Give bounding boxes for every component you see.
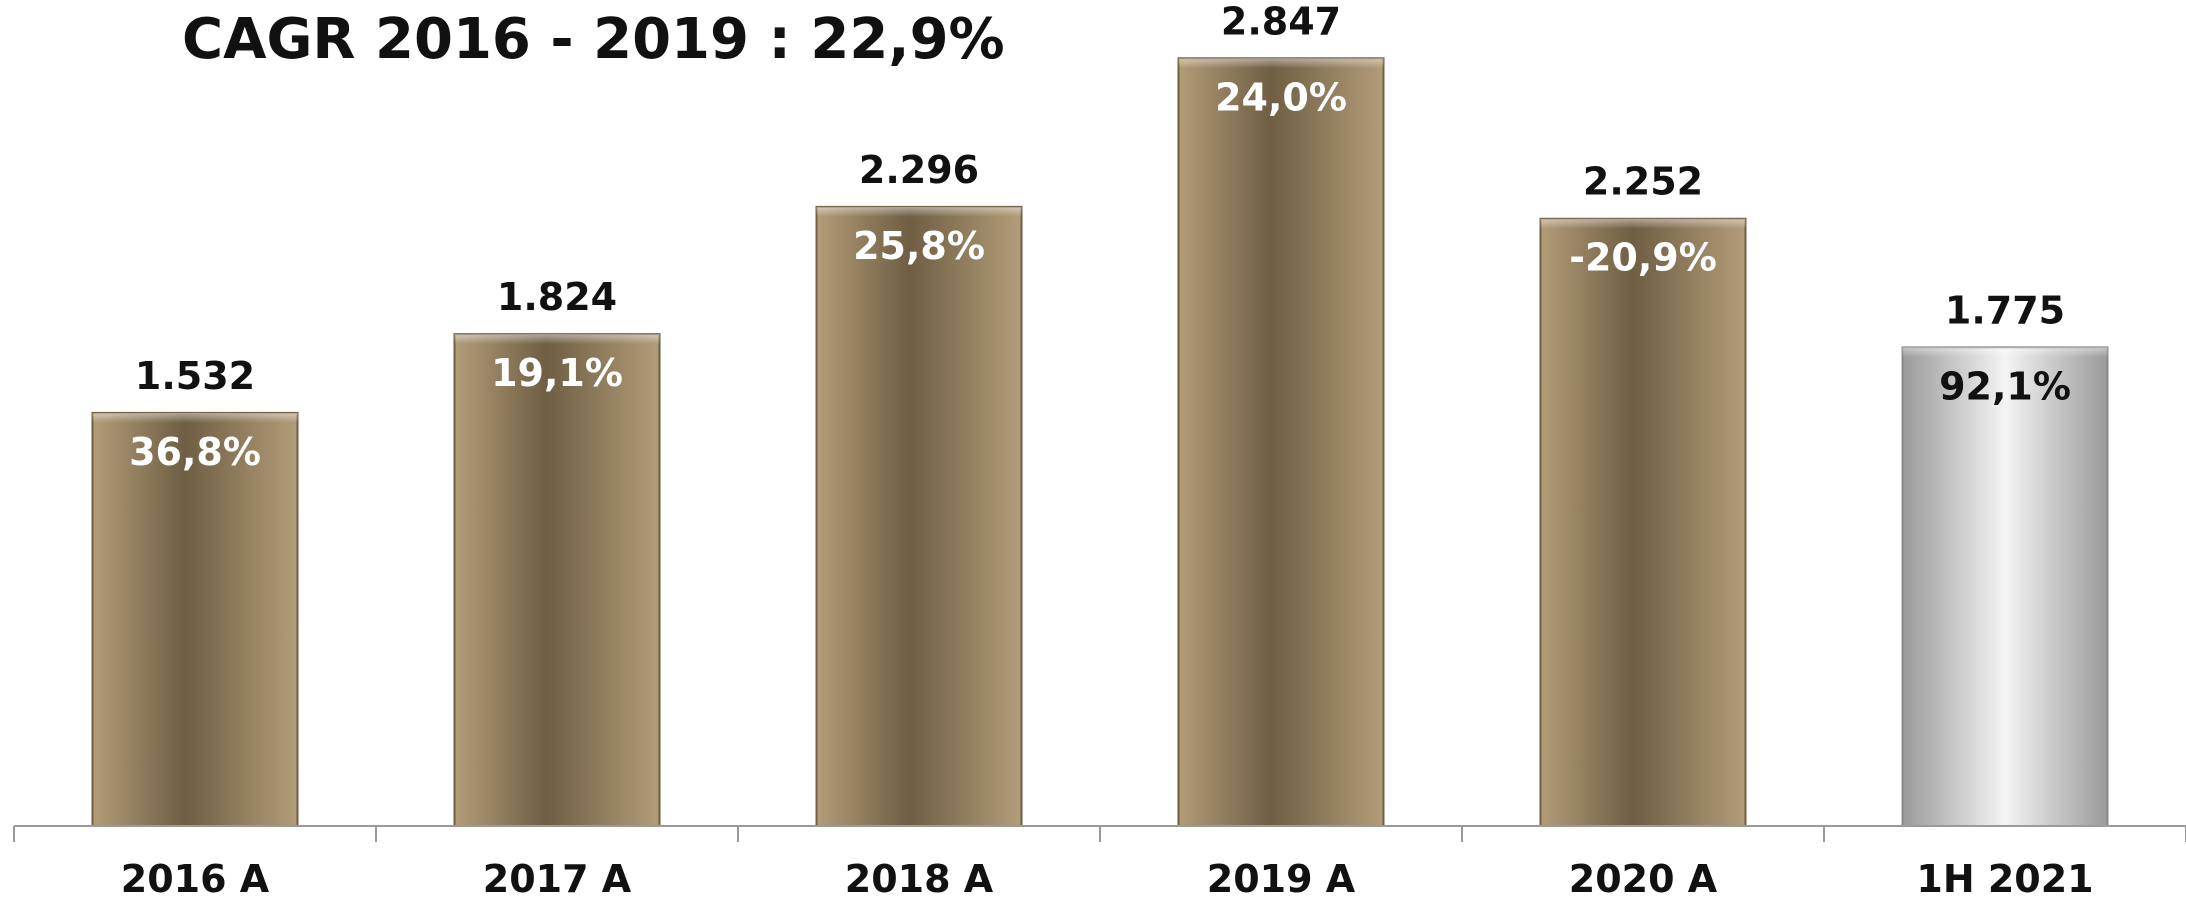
bar-2020-a: 2.252 -20,9% <box>1539 160 1747 827</box>
bar-2018-a: 2.296 25,8% <box>815 148 1023 828</box>
bar-top-bevel <box>1540 218 1746 229</box>
growth-label: 25,8% <box>853 224 985 268</box>
bar-top-bevel <box>816 206 1022 217</box>
bar-top-bevel <box>454 334 660 345</box>
growth-label: 19,1% <box>491 351 623 395</box>
growth-label: 24,0% <box>1215 75 1347 119</box>
chart-title: CAGR 2016 - 2019 : 22,9% <box>182 7 1005 72</box>
bar-2016-a: 1.532 36,8% <box>91 354 299 827</box>
bars-group: 1.532 36,8% 1.824 19,1% 2.296 25,8% 2.847 24,0%… <box>91 0 2109 828</box>
bar-rect <box>1539 217 1747 827</box>
bar-top-bevel <box>1902 347 2108 358</box>
bar-2019-a: 2.847 24,0% <box>1177 0 1385 827</box>
bar-rect <box>1177 57 1385 827</box>
x-tick-label: 2020 A <box>1569 857 1718 901</box>
value-label: 1.775 <box>1945 288 2065 332</box>
x-tick-label: 2016 A <box>121 857 270 901</box>
bar-1h-2021: 1.775 92,1% <box>1901 288 2109 827</box>
x-tick-label: 2019 A <box>1207 857 1356 901</box>
x-tick-label: 1H 2021 <box>1916 857 2093 901</box>
growth-label: 92,1% <box>1939 364 2071 408</box>
bar-top-bevel <box>92 412 298 423</box>
value-label: 1.532 <box>135 354 255 398</box>
bar-rect <box>815 205 1023 828</box>
bar-top-bevel <box>1178 58 1384 69</box>
value-label: 2.847 <box>1221 0 1341 43</box>
bar-rect <box>1901 346 2109 827</box>
bar-2017-a: 1.824 19,1% <box>453 275 661 827</box>
x-tick-label: 2017 A <box>483 857 632 901</box>
x-tick-label: 2018 A <box>845 857 994 901</box>
growth-label: -20,9% <box>1569 236 1717 280</box>
value-label: 1.824 <box>497 275 617 319</box>
growth-label: 36,8% <box>129 430 261 474</box>
bar-rect <box>453 333 661 827</box>
bar-rect <box>91 411 299 827</box>
value-label: 2.296 <box>859 148 979 192</box>
value-label: 2.252 <box>1583 160 1703 204</box>
x-axis: 2016 A 2017 A 2018 A 2019 A 2020 A 1H 2021 <box>13 825 2186 901</box>
